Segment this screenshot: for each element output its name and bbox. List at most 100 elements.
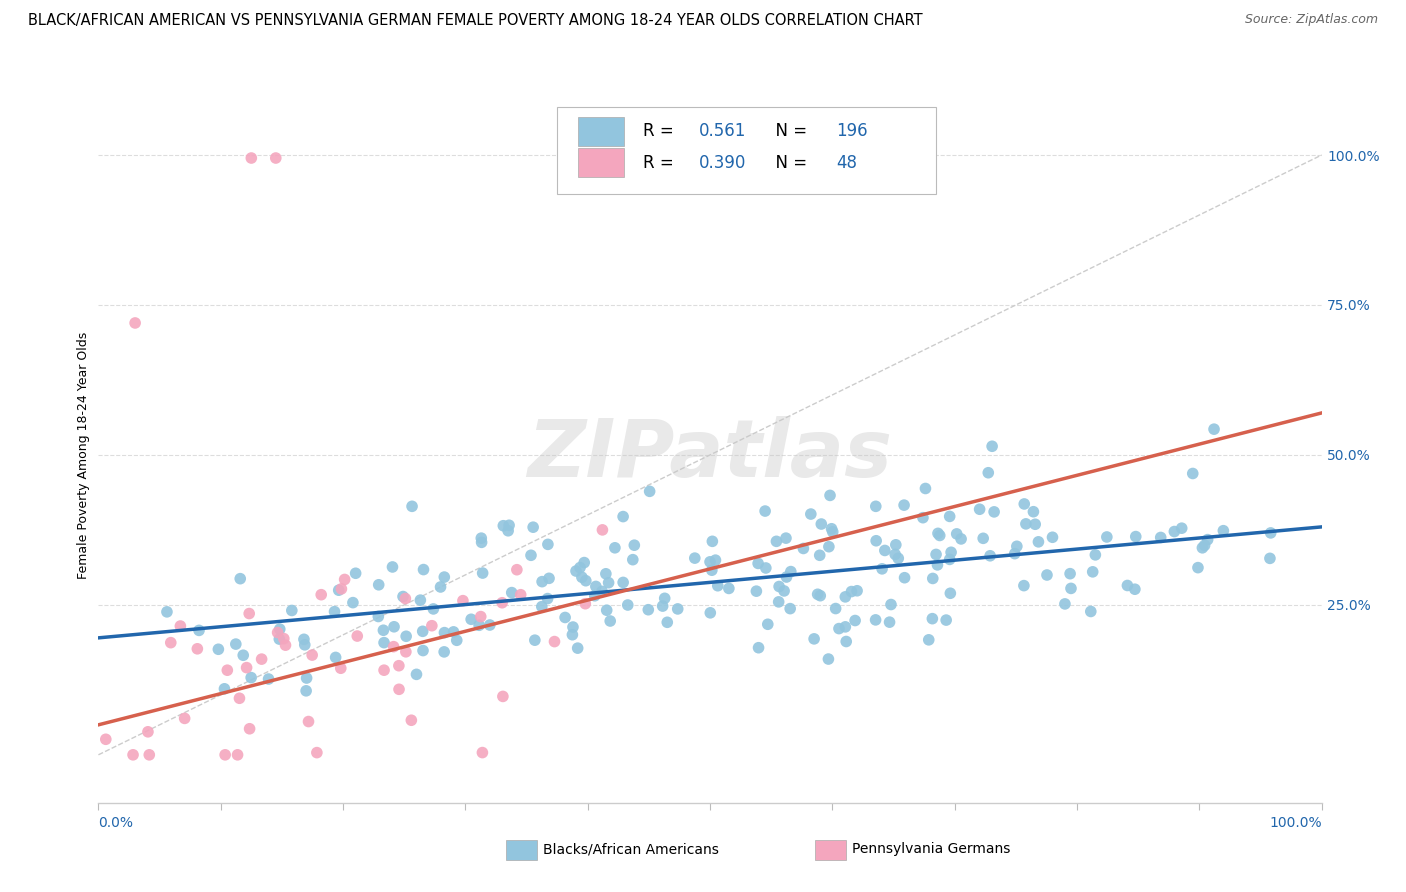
Point — [599, 614, 621, 628]
Point — [281, 603, 304, 617]
Point — [768, 595, 790, 609]
Text: 0.0%: 0.0% — [98, 816, 134, 830]
Point — [294, 638, 316, 652]
Point — [574, 556, 596, 570]
Point — [498, 518, 520, 533]
Point — [950, 532, 973, 546]
Point — [264, 151, 287, 165]
Point — [301, 648, 323, 662]
Point — [651, 599, 673, 613]
Point — [169, 619, 191, 633]
Text: 0.390: 0.390 — [699, 153, 747, 171]
Point — [388, 658, 411, 673]
Point — [392, 590, 415, 604]
Point — [800, 507, 823, 521]
Point — [765, 534, 787, 549]
Point — [367, 578, 389, 592]
Point — [938, 509, 960, 524]
Point — [207, 642, 229, 657]
Point — [1123, 582, 1146, 597]
Point — [433, 645, 456, 659]
Point — [1022, 505, 1045, 519]
Point — [395, 629, 418, 643]
Point — [1258, 551, 1281, 566]
Point — [1187, 560, 1209, 574]
Point — [342, 596, 364, 610]
Point — [136, 724, 159, 739]
Point — [561, 628, 583, 642]
FancyBboxPatch shape — [557, 107, 936, 194]
Point — [756, 617, 779, 632]
Point — [478, 618, 501, 632]
Point — [382, 640, 405, 654]
Point — [1194, 538, 1216, 552]
Point — [537, 537, 560, 551]
Point — [269, 622, 291, 636]
Point — [226, 747, 249, 762]
Point — [918, 632, 941, 647]
Point — [598, 575, 620, 590]
Point — [543, 634, 565, 648]
Point — [1012, 579, 1035, 593]
Point — [229, 572, 252, 586]
Point — [1012, 497, 1035, 511]
Text: 0.561: 0.561 — [699, 122, 747, 140]
Text: 100.0%: 100.0% — [1270, 816, 1322, 830]
Point — [422, 602, 444, 616]
Point — [401, 500, 423, 514]
Point — [574, 597, 596, 611]
Point — [972, 531, 994, 545]
Point — [928, 528, 950, 542]
Point — [846, 583, 869, 598]
Point — [186, 641, 208, 656]
Point — [865, 533, 887, 548]
Point — [520, 549, 543, 563]
Point — [367, 609, 389, 624]
Point — [394, 591, 416, 606]
Point — [820, 522, 842, 536]
Point — [818, 540, 841, 554]
Point — [433, 625, 456, 640]
Point — [884, 547, 907, 561]
Point — [779, 601, 801, 615]
Point — [583, 589, 606, 603]
Text: R =: R = — [643, 153, 679, 171]
Point — [412, 563, 434, 577]
Point — [1060, 582, 1083, 596]
Point — [623, 538, 645, 552]
Point — [124, 316, 146, 330]
Point — [775, 570, 797, 584]
Point — [492, 690, 515, 704]
Text: R =: R = — [643, 122, 679, 140]
Point — [1080, 605, 1102, 619]
Point — [420, 618, 443, 632]
Point — [879, 615, 901, 629]
Point — [638, 484, 661, 499]
Point — [94, 732, 117, 747]
Point — [981, 439, 1004, 453]
Point — [893, 498, 915, 512]
Point — [471, 566, 494, 580]
Point — [969, 502, 991, 516]
Point — [880, 598, 903, 612]
Point — [1197, 533, 1219, 547]
Point — [925, 548, 948, 562]
Point — [470, 609, 492, 624]
Point — [803, 632, 825, 646]
Text: Blacks/African Americans: Blacks/African Americans — [543, 842, 718, 856]
Point — [412, 624, 434, 639]
Point — [699, 555, 721, 569]
Point — [569, 560, 592, 574]
Point — [238, 607, 260, 621]
Point — [537, 571, 560, 585]
Text: BLACK/AFRICAN AMERICAN VS PENNSYLVANIA GERMAN FEMALE POVERTY AMONG 18-24 YEAR OL: BLACK/AFRICAN AMERICAN VS PENNSYLVANIA G… — [28, 13, 922, 29]
Point — [325, 650, 347, 665]
Point — [700, 563, 723, 577]
Point — [1095, 530, 1118, 544]
Point — [239, 722, 262, 736]
Point — [808, 549, 831, 563]
Point — [865, 613, 887, 627]
Point — [834, 590, 856, 604]
Point — [571, 570, 593, 584]
Point — [412, 643, 434, 657]
